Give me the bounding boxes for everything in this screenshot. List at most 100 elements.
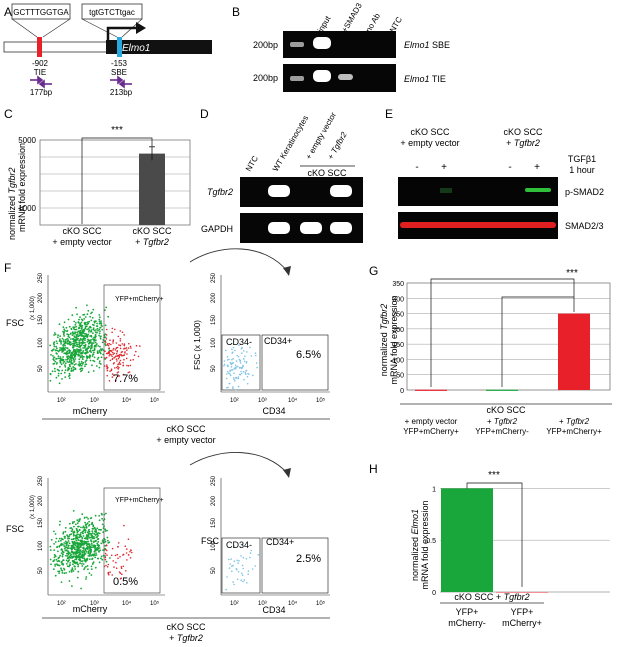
event-red xyxy=(111,357,114,360)
event-green xyxy=(72,332,75,335)
event-red xyxy=(127,347,130,349)
event-red xyxy=(128,371,131,373)
event-red xyxy=(119,344,122,347)
event-red xyxy=(123,334,125,336)
event-green xyxy=(59,520,61,523)
event-green xyxy=(84,316,87,318)
event-green xyxy=(96,527,99,530)
event-green xyxy=(72,510,75,512)
event-red xyxy=(124,347,126,350)
event-red xyxy=(105,334,108,336)
event-green xyxy=(76,531,79,534)
blot-psmad2-band xyxy=(525,188,551,192)
event-green xyxy=(86,516,88,519)
event-blue xyxy=(238,373,241,376)
event-green xyxy=(86,304,88,307)
event-green xyxy=(69,564,71,567)
event-green xyxy=(65,563,68,565)
event-green xyxy=(95,554,98,556)
event-green xyxy=(70,527,73,529)
event-green xyxy=(76,561,79,564)
event-green xyxy=(87,333,90,336)
event-green xyxy=(83,313,86,316)
f-bot-cd34pos: CD34+ xyxy=(266,537,294,547)
event-green xyxy=(66,350,69,352)
event-blue xyxy=(228,358,230,361)
event-green xyxy=(97,557,99,560)
event-green xyxy=(81,354,83,357)
event-red xyxy=(126,349,128,351)
event-green xyxy=(87,534,89,536)
event-green xyxy=(102,339,105,341)
event-red xyxy=(112,560,114,562)
event-red xyxy=(105,544,108,547)
c-ylabel-2: mRNA fold expression xyxy=(17,143,27,232)
event-green xyxy=(98,314,101,316)
event-green xyxy=(54,541,57,543)
event-red xyxy=(131,551,133,554)
lane-input: input xyxy=(316,14,333,34)
event-green xyxy=(64,349,66,351)
event-green xyxy=(101,539,104,542)
event-green xyxy=(70,533,73,536)
g-ytick: 50 xyxy=(396,373,404,380)
c-cat2-l1: cKO SCC xyxy=(132,226,172,236)
event-green xyxy=(60,542,63,545)
event-red xyxy=(120,566,123,568)
c-ytick: 1000 xyxy=(18,204,36,213)
event-green xyxy=(83,321,86,324)
event-green xyxy=(74,354,77,356)
event-green xyxy=(63,544,65,546)
event-green xyxy=(69,341,71,344)
event-green xyxy=(71,568,74,571)
f-top-sub-xt3: 10⁴ xyxy=(288,397,298,404)
e-sign-1: - xyxy=(415,162,418,173)
event-green xyxy=(80,540,83,543)
event-red xyxy=(118,344,120,346)
event-red xyxy=(113,374,115,377)
event-green xyxy=(98,532,101,535)
event-red xyxy=(109,359,112,362)
event-green xyxy=(93,321,96,324)
event-red xyxy=(109,370,111,373)
lane-noab: no Ab xyxy=(364,11,382,34)
event-green xyxy=(99,549,102,552)
event-green xyxy=(65,559,68,562)
c-plot: 1000 5000 xyxy=(18,136,191,226)
f-bot-sub-xt4: 10⁵ xyxy=(316,600,326,607)
event-red xyxy=(119,363,122,365)
event-green xyxy=(56,353,58,355)
event-blue xyxy=(242,567,244,570)
event-green xyxy=(70,343,73,346)
event-green xyxy=(75,322,77,324)
event-green xyxy=(65,353,68,356)
event-green xyxy=(90,339,92,341)
h-ylabel-1: normalized Elmo1 xyxy=(410,509,420,581)
event-green xyxy=(80,341,83,344)
c-cat1-l1: cKO SCC xyxy=(62,226,102,236)
event-green xyxy=(58,369,60,372)
event-green xyxy=(92,353,94,356)
event-red xyxy=(108,380,111,382)
event-green xyxy=(59,554,61,557)
panel-letter-f: F xyxy=(4,261,11,275)
event-green xyxy=(58,340,61,342)
tie-site xyxy=(37,37,42,57)
panel-letter-d: D xyxy=(200,107,209,121)
event-green xyxy=(61,378,63,380)
e-treatment-l1: TGFβ1 xyxy=(568,154,596,164)
event-green xyxy=(91,554,94,556)
event-green xyxy=(74,358,77,360)
event-green xyxy=(87,532,90,534)
event-green xyxy=(78,349,81,352)
callout-left-b xyxy=(42,18,71,38)
f-bot-sub-yt2: 100 xyxy=(211,540,217,551)
event-blue xyxy=(252,374,254,377)
event-green xyxy=(76,556,79,558)
event-green xyxy=(95,552,97,554)
event-green xyxy=(92,308,95,311)
f-top-yt4: 200 xyxy=(38,292,44,303)
event-green xyxy=(79,325,82,328)
event-red xyxy=(111,373,114,375)
f-top-pct-cd34: 6.5% xyxy=(296,349,321,361)
